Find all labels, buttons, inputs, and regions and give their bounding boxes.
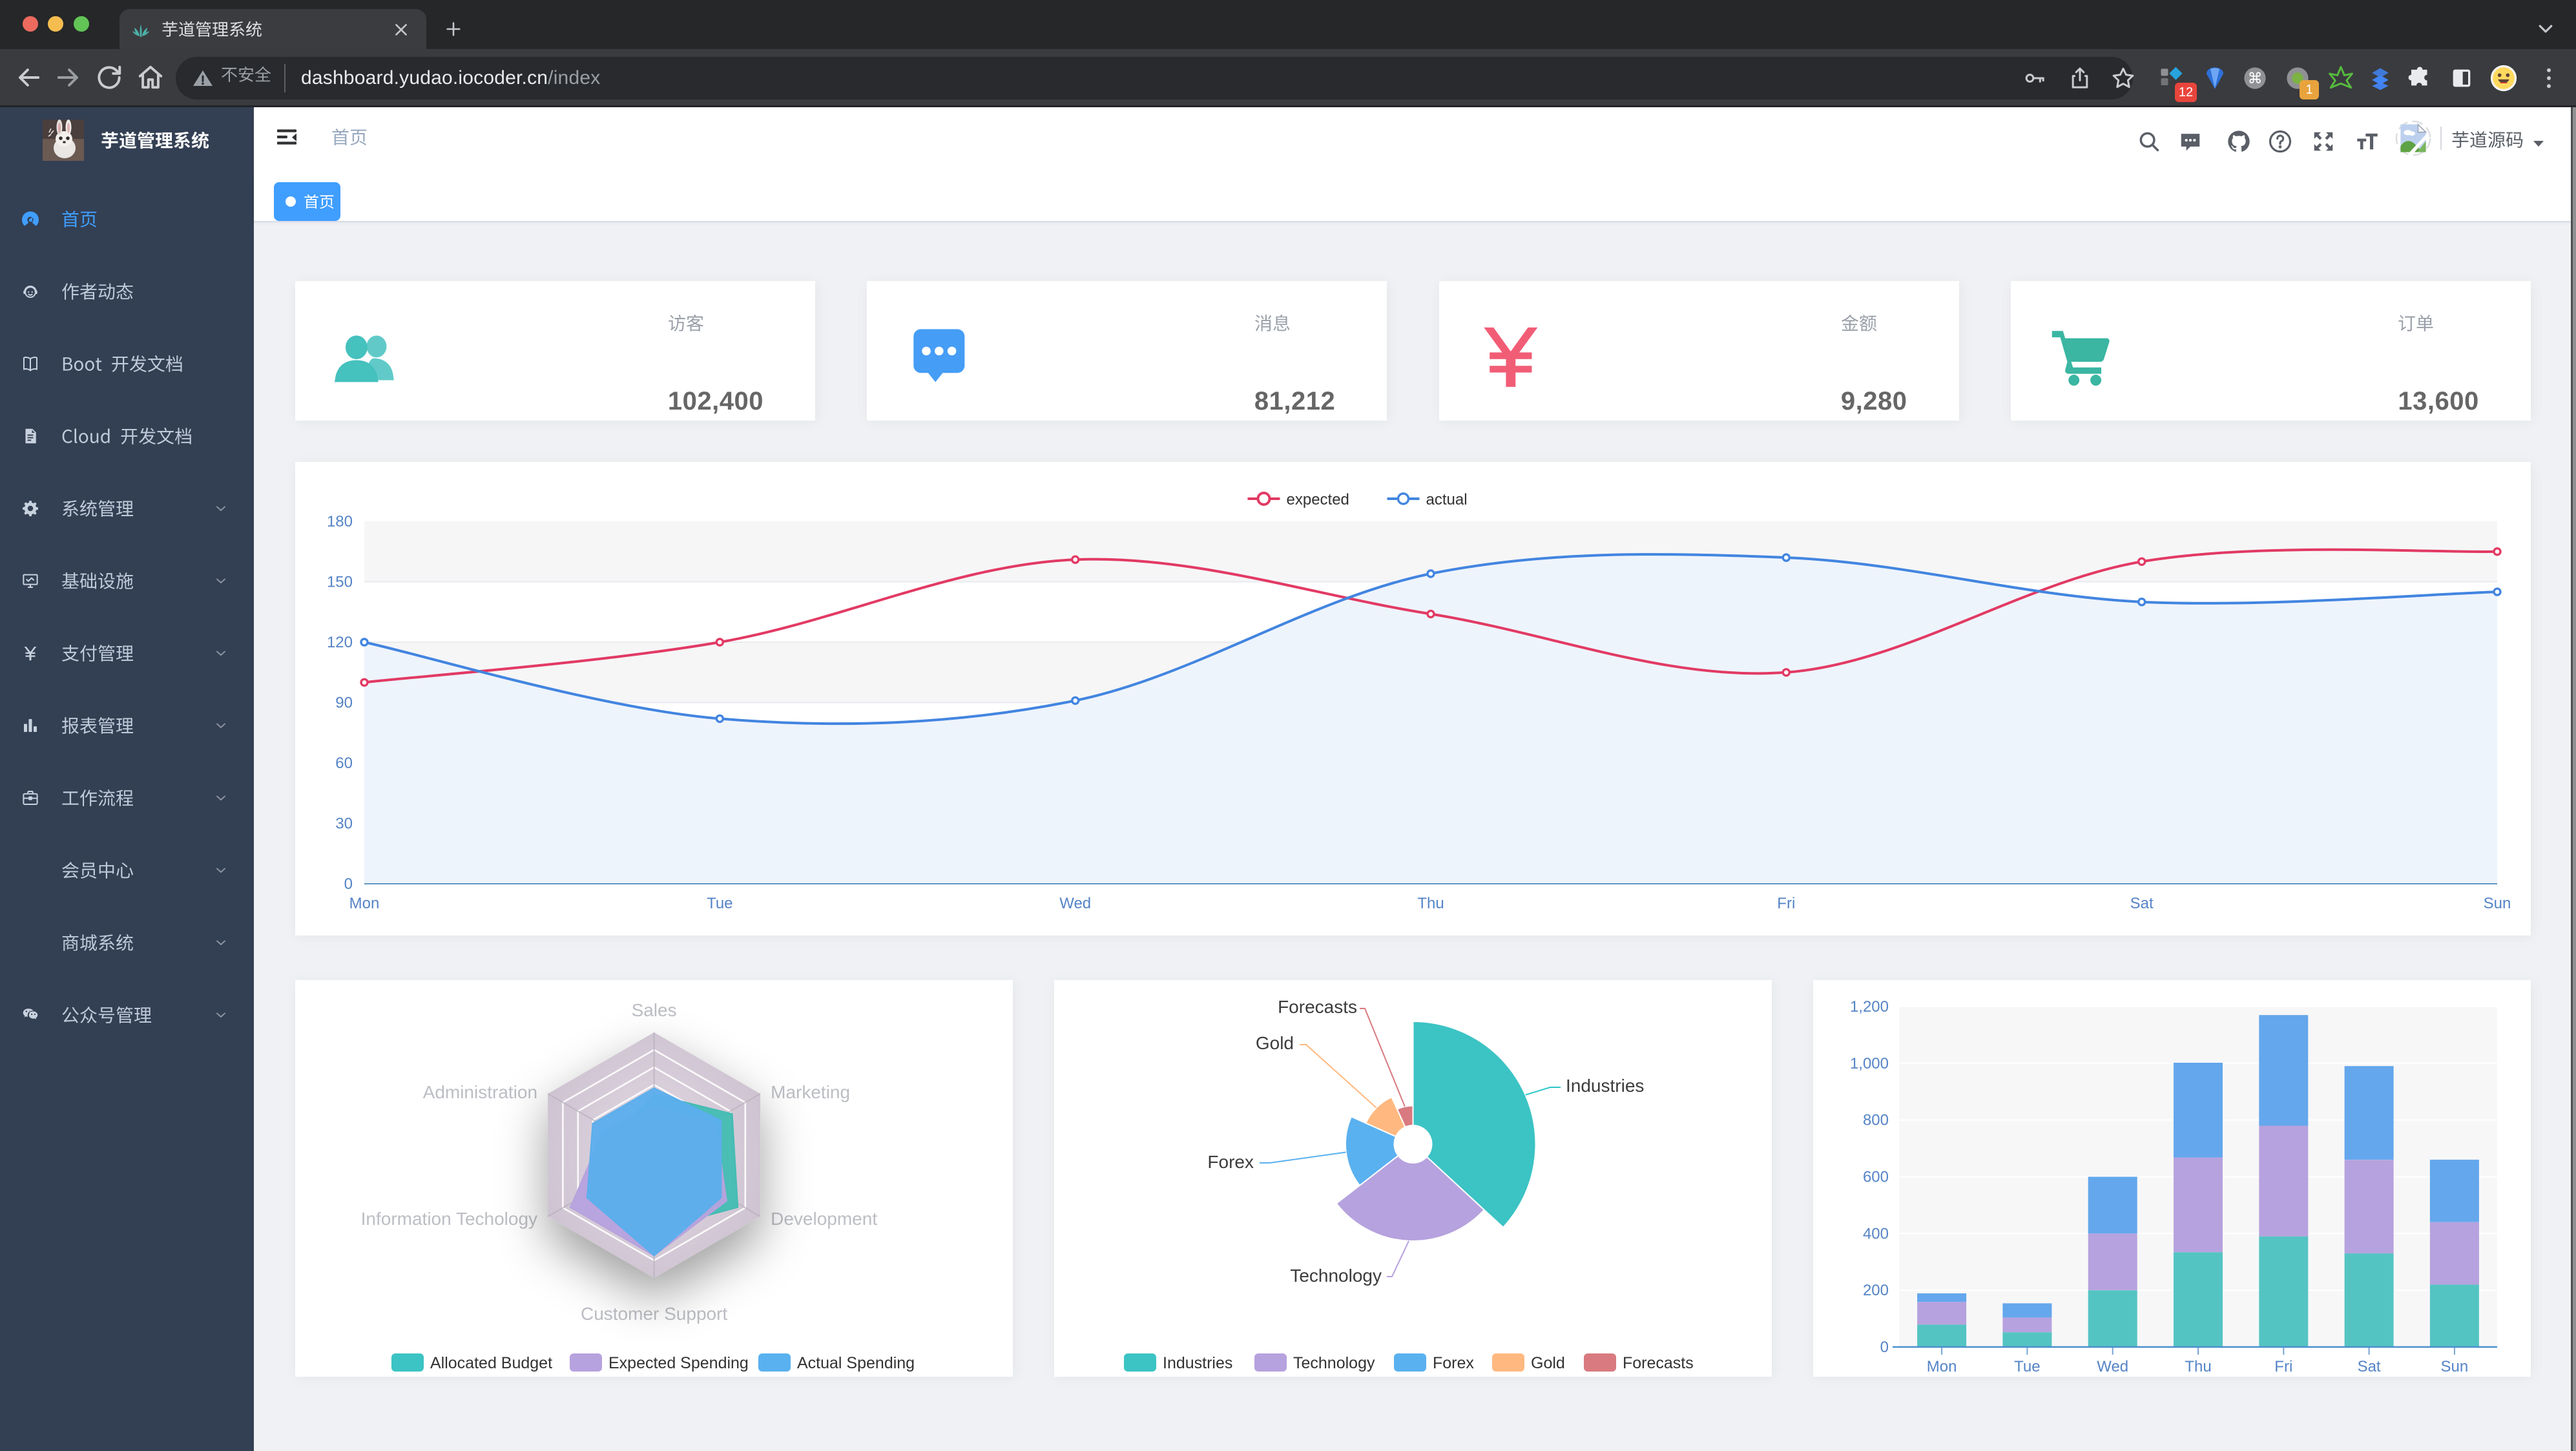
svg-text:Thu: Thu bbox=[2185, 1358, 2211, 1375]
svg-text:180: 180 bbox=[327, 513, 353, 530]
svg-text:Forecasts: Forecasts bbox=[1623, 1354, 1694, 1372]
svg-text:Mon: Mon bbox=[1927, 1358, 1957, 1375]
svg-text:Actual Spending: Actual Spending bbox=[797, 1354, 915, 1372]
svg-text:60: 60 bbox=[335, 755, 353, 772]
svg-text:200: 200 bbox=[1863, 1282, 1889, 1299]
svg-text:Fri: Fri bbox=[1777, 895, 1795, 912]
svg-text:150: 150 bbox=[327, 574, 353, 591]
svg-text:Fri: Fri bbox=[2274, 1358, 2292, 1375]
svg-text:90: 90 bbox=[335, 694, 353, 712]
svg-text:1,200: 1,200 bbox=[1850, 998, 1889, 1016]
svg-text:120: 120 bbox=[327, 634, 353, 651]
svg-text:Industries: Industries bbox=[1566, 1076, 1644, 1096]
svg-text:0: 0 bbox=[1880, 1339, 1889, 1356]
svg-text:Sat: Sat bbox=[2358, 1358, 2381, 1375]
svg-text:Wed: Wed bbox=[2097, 1358, 2128, 1375]
svg-text:expected: expected bbox=[1287, 491, 1349, 508]
svg-text:Technology: Technology bbox=[1290, 1266, 1382, 1286]
svg-text:Thu: Thu bbox=[1417, 895, 1444, 912]
svg-text:⌘: ⌘ bbox=[2248, 70, 2263, 87]
svg-text:actual: actual bbox=[1426, 491, 1468, 508]
svg-text:Technology: Technology bbox=[1293, 1354, 1375, 1372]
svg-text:Sat: Sat bbox=[2130, 895, 2154, 912]
svg-text:Allocated Budget: Allocated Budget bbox=[430, 1354, 552, 1372]
svg-text:Sun: Sun bbox=[2484, 895, 2511, 912]
svg-text:0: 0 bbox=[344, 875, 353, 893]
svg-text:Forex: Forex bbox=[1433, 1354, 1474, 1372]
svg-text:Wed: Wed bbox=[1059, 895, 1091, 912]
svg-text:Forex: Forex bbox=[1207, 1152, 1254, 1172]
svg-text:Gold: Gold bbox=[1256, 1033, 1294, 1053]
svg-text:Tue: Tue bbox=[2014, 1358, 2040, 1375]
svg-text:800: 800 bbox=[1863, 1112, 1889, 1129]
svg-text:Gold: Gold bbox=[1531, 1354, 1565, 1372]
svg-text:600: 600 bbox=[1863, 1169, 1889, 1186]
svg-text:Mon: Mon bbox=[349, 895, 380, 912]
svg-text:400: 400 bbox=[1863, 1225, 1889, 1242]
svg-text:30: 30 bbox=[335, 815, 353, 833]
svg-text:1,000: 1,000 bbox=[1850, 1055, 1889, 1072]
svg-text:Tue: Tue bbox=[707, 895, 732, 912]
svg-text:Sun: Sun bbox=[2441, 1358, 2469, 1375]
svg-text:Industries: Industries bbox=[1163, 1354, 1232, 1372]
svg-text:Expected Spending: Expected Spending bbox=[608, 1354, 749, 1372]
svg-text:Forecasts: Forecasts bbox=[1278, 997, 1357, 1017]
